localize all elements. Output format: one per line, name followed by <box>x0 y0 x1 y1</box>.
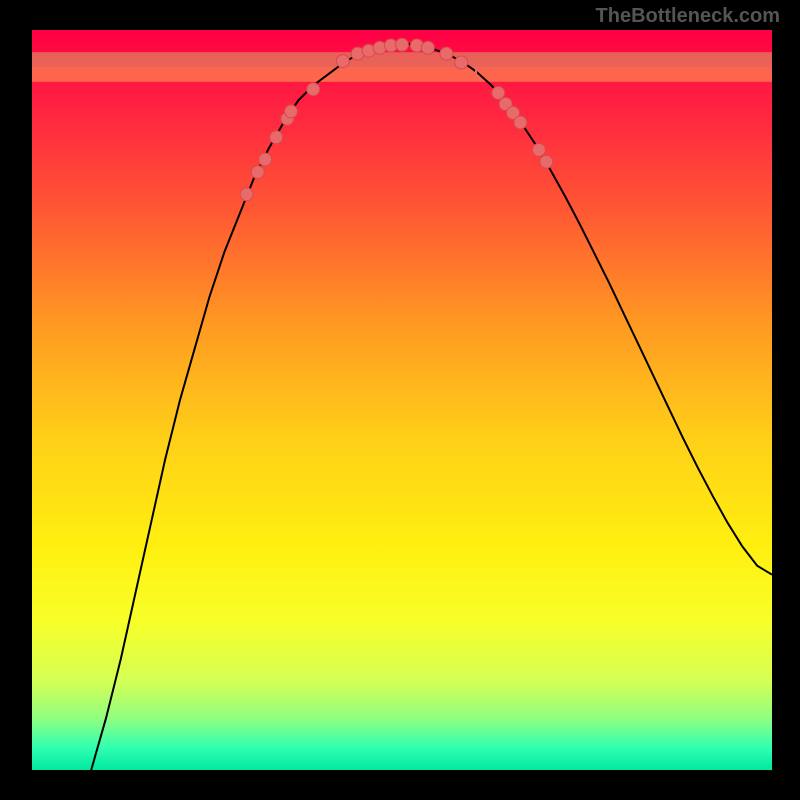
gpu-marker <box>307 83 320 96</box>
chart-svg <box>32 30 772 770</box>
gpu-marker <box>336 55 349 68</box>
gpu-marker <box>514 116 527 129</box>
gpu-marker <box>270 131 283 144</box>
gpu-marker <box>251 166 264 179</box>
gradient-background <box>32 30 772 770</box>
gpu-marker <box>285 105 298 118</box>
bottom-bands <box>32 52 772 82</box>
gpu-marker <box>455 56 468 69</box>
gpu-marker <box>240 188 253 201</box>
gpu-marker <box>440 47 453 60</box>
gpu-marker <box>421 41 434 54</box>
plot-area <box>32 30 772 770</box>
gpu-marker <box>492 86 505 99</box>
gpu-marker <box>396 38 409 51</box>
watermark-text: TheBottleneck.com <box>596 5 780 28</box>
gpu-marker <box>532 143 545 156</box>
gpu-marker <box>540 155 553 168</box>
gpu-marker <box>259 153 272 166</box>
